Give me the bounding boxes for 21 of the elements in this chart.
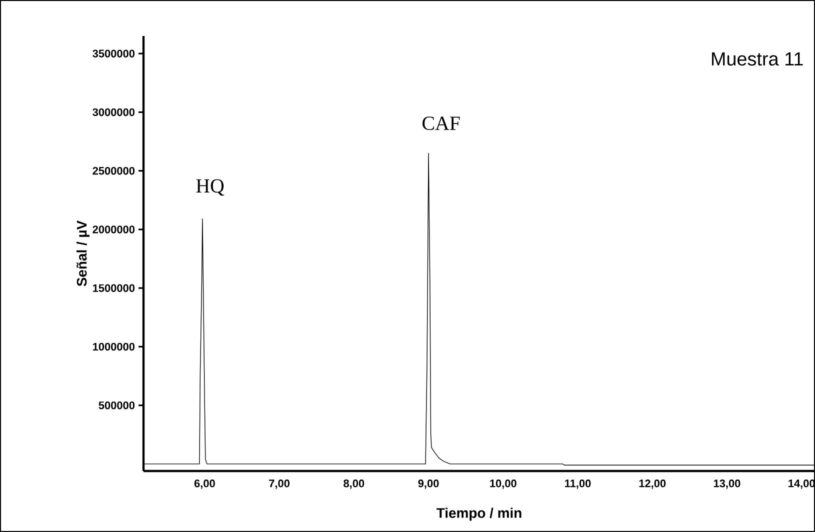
y-tick-label: 3500000 [92, 50, 135, 58]
annotation: Muestra 11 [712, 52, 803, 66]
y-tick-label: 1000000 [93, 342, 135, 351]
annotation: HQ [196, 179, 224, 196]
x-tick-label: 7,00 [269, 480, 290, 489]
x-tick-label: 6,00 [194, 480, 215, 489]
x-tick-label: 14,00 [788, 480, 815, 489]
x-tick-label: 10,00 [490, 480, 516, 489]
x-tick-label: 12,00 [639, 480, 666, 489]
y-axis-title: Señal / µV [76, 220, 90, 286]
y-tick-label: 3000000 [92, 108, 135, 116]
annotation: CAF [422, 116, 460, 130]
x-axis-title: Tiempo / min [436, 508, 522, 521]
y-tick-label: 2000000 [92, 226, 135, 234]
y-tick-label: 1500000 [93, 284, 135, 292]
x-tick-label: 9,00 [418, 480, 439, 489]
y-tick-label: 500000 [98, 401, 135, 410]
x-tick-label: 8,00 [344, 480, 364, 489]
x-tick-label: 11,00 [565, 480, 591, 489]
y-tick-label: 2500000 [92, 166, 135, 175]
x-tick-label: 13,00 [714, 480, 740, 489]
